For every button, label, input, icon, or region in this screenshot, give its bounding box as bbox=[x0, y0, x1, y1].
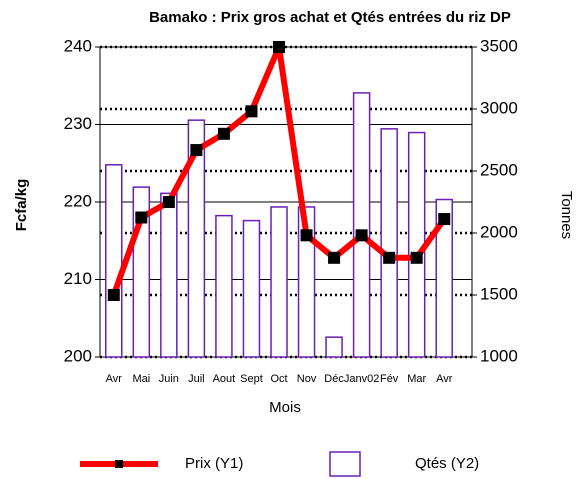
x-tick-label: Fév bbox=[380, 373, 399, 385]
marker bbox=[438, 213, 451, 226]
y-tick-label: 240 bbox=[64, 36, 92, 55]
legend-marker bbox=[115, 460, 123, 468]
marker bbox=[245, 105, 258, 118]
x-tick-label: Sept bbox=[240, 373, 263, 385]
marker bbox=[190, 144, 203, 157]
y2-tick-label: 1000 bbox=[480, 346, 518, 365]
marker bbox=[300, 229, 313, 242]
y-tick-label: 220 bbox=[64, 191, 92, 210]
legend-label: Prix (Y1) bbox=[185, 455, 243, 472]
bar bbox=[297, 206, 316, 358]
y2-tick-label: 2000 bbox=[480, 222, 518, 241]
legend-label: Qtés (Y2) bbox=[415, 455, 479, 472]
bar bbox=[242, 219, 261, 358]
marker bbox=[135, 211, 148, 224]
bar bbox=[215, 214, 233, 358]
bar bbox=[105, 164, 123, 358]
legend-box bbox=[329, 451, 361, 477]
x-tick-label: Aout bbox=[213, 373, 236, 385]
x-tick-label: Avr bbox=[106, 373, 123, 385]
y-tick-label: 230 bbox=[64, 114, 92, 133]
bar bbox=[352, 92, 371, 358]
x-tick-label: Nov bbox=[297, 373, 317, 385]
y2-tick-label: 2500 bbox=[480, 160, 518, 179]
y2-tick-label: 1500 bbox=[480, 284, 518, 303]
x-tick-label: Oct bbox=[270, 373, 287, 385]
x-tick-label: Avr bbox=[436, 373, 453, 385]
x-axis-label: Mois bbox=[269, 399, 301, 416]
y-axis-label: Fcfa/kg bbox=[13, 179, 30, 232]
x-tick-label: Mar bbox=[407, 373, 426, 385]
y2-tick-label: 3000 bbox=[480, 98, 518, 117]
x-tick-label: Déc bbox=[324, 373, 344, 385]
y2-tick-label: 3500 bbox=[480, 36, 518, 55]
x-tick-label: Mai bbox=[132, 373, 150, 385]
y-tick-label: 210 bbox=[64, 269, 92, 288]
bar bbox=[325, 336, 343, 358]
x-tick-label: Juil bbox=[188, 373, 205, 385]
marker bbox=[355, 229, 368, 242]
marker bbox=[273, 41, 285, 53]
y-tick-label: 200 bbox=[64, 346, 92, 365]
marker bbox=[107, 289, 120, 301]
x-tick-label: Janv02 bbox=[344, 373, 379, 385]
bar bbox=[435, 198, 453, 358]
marker bbox=[383, 251, 396, 264]
bar bbox=[187, 119, 206, 358]
marker bbox=[410, 251, 423, 264]
x-tick-label: Juin bbox=[159, 373, 179, 385]
chart-title: Bamako : Prix gros achat et Qtés entrées… bbox=[149, 9, 511, 26]
bar bbox=[270, 206, 288, 358]
marker bbox=[162, 196, 175, 208]
marker bbox=[328, 251, 341, 264]
marker bbox=[217, 127, 230, 140]
bar bbox=[380, 128, 398, 358]
bar bbox=[160, 192, 178, 358]
y2-axis-label: Tonnes bbox=[558, 191, 575, 239]
